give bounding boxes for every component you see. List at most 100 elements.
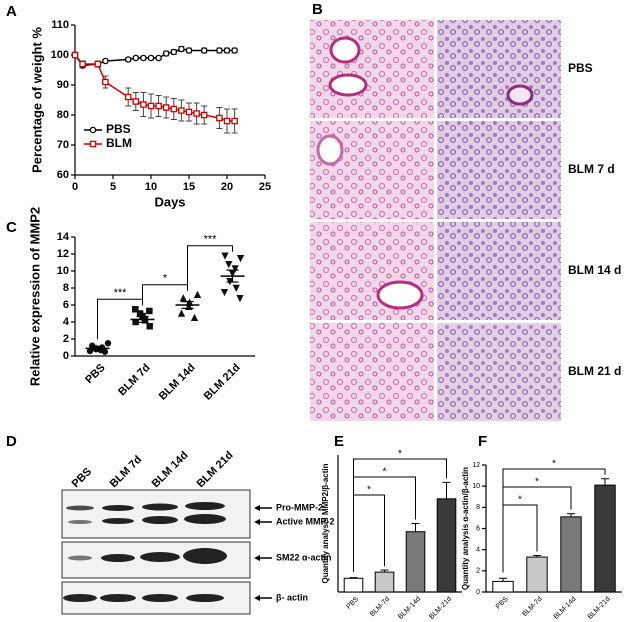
significance-bracket <box>353 494 385 572</box>
error-cap <box>178 99 185 122</box>
x-tick-label: BLM-14d <box>397 596 422 621</box>
y-tick-label: 14 <box>57 231 70 243</box>
y-tick-label: 110 <box>51 19 69 31</box>
bar <box>594 484 616 593</box>
lane-label: BLM 14d <box>150 449 191 490</box>
band <box>186 594 224 602</box>
significance-bracket <box>502 468 606 573</box>
band <box>100 594 136 602</box>
significance-label: * <box>383 467 387 478</box>
row-label: BLM 21 d <box>568 364 621 378</box>
x-tick-label: PBS <box>83 362 107 386</box>
marker <box>185 47 193 54</box>
western-blot <box>61 489 251 615</box>
y-axis-label: Quantity analysis MMP2/β-actin <box>321 463 330 583</box>
marker <box>231 117 238 125</box>
band <box>102 518 134 524</box>
error-cap <box>140 92 147 117</box>
marker <box>179 294 187 302</box>
y-tick-label: 4 <box>63 316 70 328</box>
legend-label: PBS <box>106 122 131 136</box>
band <box>185 502 225 510</box>
error-cap <box>132 92 139 111</box>
marker <box>178 107 185 114</box>
y-axis-label: Percentage of weight % <box>29 27 44 173</box>
histology-image <box>437 121 561 219</box>
band <box>142 503 178 511</box>
band <box>63 594 97 602</box>
y-tick-label: 8 <box>63 282 69 294</box>
bar <box>405 531 426 593</box>
band-label: Pro-MMP-2 <box>276 502 323 512</box>
marker <box>104 339 112 347</box>
y-axis-label: Quantity analysis α-actin/β-actin <box>461 467 470 590</box>
marker <box>220 289 229 297</box>
marker <box>177 309 186 317</box>
band <box>140 552 180 562</box>
y-tick-label: 10 <box>472 483 480 490</box>
x-tick-label: BLM 14d <box>157 362 198 403</box>
marker <box>102 78 109 86</box>
band <box>68 520 92 524</box>
legend-marker <box>89 140 97 148</box>
error-cap <box>91 346 104 351</box>
y-tick-label: 70 <box>57 139 69 151</box>
legend-marker <box>89 126 97 134</box>
significance-label: *** <box>204 234 218 246</box>
error-cap <box>181 301 194 309</box>
marker <box>162 104 170 111</box>
marker <box>231 47 238 54</box>
marker <box>146 322 153 330</box>
bar <box>526 556 548 593</box>
error-cap <box>102 75 109 89</box>
y-tick-label: 2 <box>476 568 480 575</box>
blot-frame <box>61 489 251 539</box>
y-tick-label: 12 <box>57 248 69 260</box>
panel-label: E <box>334 433 344 450</box>
histology-image <box>437 20 561 118</box>
error-cap <box>216 107 223 129</box>
marker <box>132 305 139 313</box>
marker <box>94 60 102 68</box>
y-tick-label: 6 <box>63 299 69 311</box>
y-tick-label: 100 <box>51 49 69 61</box>
y-tick-label: 10 <box>57 265 69 277</box>
marker <box>236 294 244 303</box>
error-cap <box>186 102 192 122</box>
significance-bracket <box>187 245 233 291</box>
legend-label: BLM <box>106 136 132 150</box>
marker <box>147 102 155 110</box>
band-label: β- actin <box>276 592 308 602</box>
y-tick-label: 60 <box>57 169 69 181</box>
marker <box>221 252 229 260</box>
x-tick-label: 0 <box>72 181 78 193</box>
significance-label: * <box>552 459 556 470</box>
marker <box>71 51 79 59</box>
x-axis-label: Days <box>154 194 185 209</box>
error-cap <box>201 105 208 125</box>
marker <box>193 290 202 299</box>
x-tick-label: BLM-21d <box>587 596 612 621</box>
x-tick-label: 20 <box>221 181 233 193</box>
x-tick-label: BLM-7d <box>369 596 391 618</box>
significance-label: *** <box>114 287 128 299</box>
histology-image <box>437 222 561 320</box>
significance-bracket <box>142 284 188 306</box>
band <box>68 555 92 561</box>
airway <box>506 84 534 106</box>
x-tick-label: BLM-14d <box>553 596 578 621</box>
marker <box>200 111 208 119</box>
row-label: BLM 14 d <box>568 263 621 277</box>
bar <box>560 516 582 593</box>
panel-label: A <box>6 3 17 20</box>
error-cap <box>163 96 170 119</box>
panel-label: D <box>6 433 17 450</box>
marker <box>226 277 234 286</box>
marker <box>102 57 109 65</box>
marker <box>190 313 199 321</box>
significance-bracket <box>353 458 447 572</box>
bar <box>374 571 395 593</box>
arrow-head <box>254 595 260 601</box>
band <box>102 505 134 511</box>
band <box>66 505 94 511</box>
